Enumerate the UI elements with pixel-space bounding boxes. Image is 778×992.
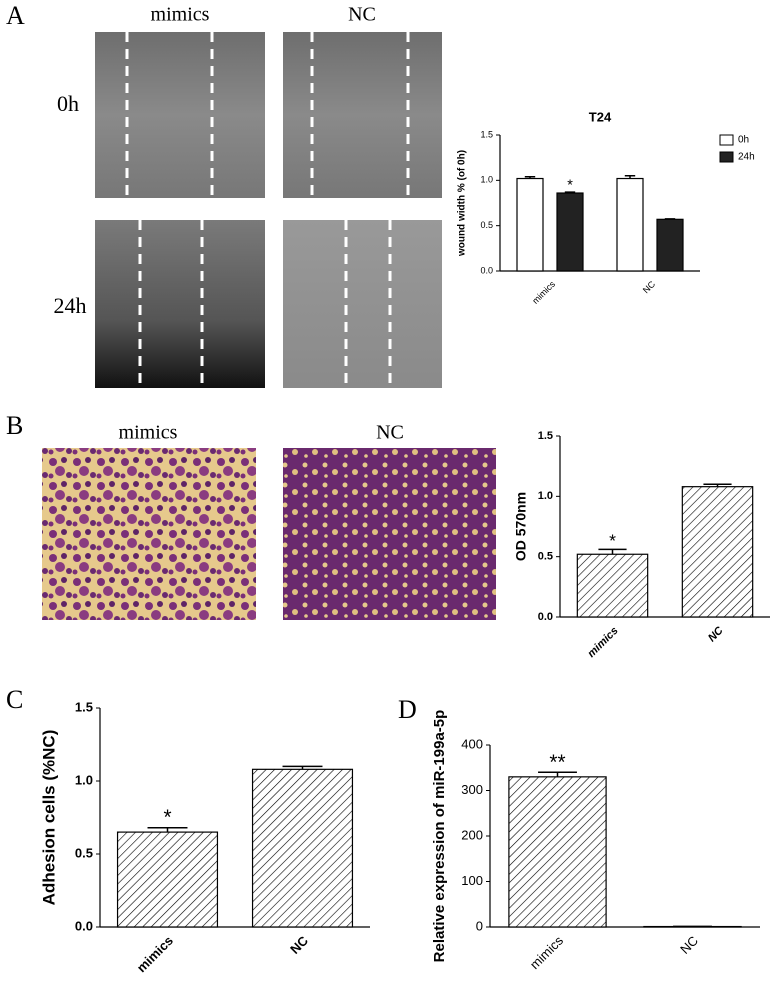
significance-mark: * bbox=[163, 806, 171, 829]
y-tick-label: 0.0 bbox=[538, 611, 553, 623]
legend-swatch bbox=[719, 151, 734, 163]
panel-label: B bbox=[6, 411, 23, 440]
x-tick-label: mimics bbox=[530, 279, 557, 306]
y-tick-label: 0.5 bbox=[480, 220, 493, 230]
x-tick-label: NC bbox=[706, 624, 726, 644]
image-column-label: NC bbox=[376, 422, 404, 444]
y-tick-label: 0.0 bbox=[480, 265, 493, 275]
error-bar bbox=[147, 826, 188, 833]
y-tick-label: 1.5 bbox=[538, 430, 553, 442]
image-column-label: mimics bbox=[151, 4, 210, 26]
y-tick-label: 300 bbox=[461, 782, 483, 797]
legend-swatch bbox=[719, 134, 734, 146]
x-tick-label: NC bbox=[287, 933, 311, 957]
bar bbox=[576, 553, 649, 618]
error-bar bbox=[564, 191, 576, 194]
bar bbox=[251, 768, 354, 928]
y-tick-label: 400 bbox=[461, 736, 483, 751]
y-tick-label: 0.5 bbox=[75, 845, 93, 860]
panel-label: A bbox=[6, 1, 25, 30]
y-axis-label: OD 570nm bbox=[513, 492, 529, 561]
bar bbox=[516, 177, 544, 272]
y-tick-label: 1.0 bbox=[75, 772, 93, 787]
image-column-label: mimics bbox=[119, 422, 178, 444]
image-column-label: NC bbox=[348, 4, 376, 26]
panel-label: D bbox=[398, 695, 417, 724]
image-row-label: 0h bbox=[57, 91, 79, 116]
error-bar bbox=[624, 175, 636, 179]
bar bbox=[681, 486, 754, 618]
y-tick-label: 0 bbox=[476, 918, 483, 933]
bar bbox=[556, 192, 584, 272]
bar bbox=[616, 177, 644, 272]
y-tick-label: 1.0 bbox=[480, 175, 493, 185]
micrographs bbox=[95, 32, 442, 388]
bar bbox=[116, 831, 219, 928]
y-tick-label: 200 bbox=[461, 827, 483, 842]
y-tick-label: 0.5 bbox=[538, 551, 553, 563]
y-tick-label: 0.0 bbox=[75, 918, 93, 933]
significance-mark: * bbox=[567, 177, 573, 193]
panel-label: C bbox=[6, 685, 23, 714]
error-bar bbox=[538, 771, 577, 777]
y-axis-label: Relative expression of miR-199a-5p bbox=[431, 710, 448, 963]
legend-label: 0h bbox=[738, 135, 749, 146]
x-tick-label: NC bbox=[677, 933, 701, 957]
y-axis-label: wound width % (of 0h) bbox=[457, 150, 468, 257]
y-tick-label: 100 bbox=[461, 873, 483, 888]
bar bbox=[656, 218, 684, 272]
chart-title: T24 bbox=[589, 109, 612, 124]
x-tick-label: mimics bbox=[527, 933, 567, 973]
significance-mark: * bbox=[609, 530, 616, 550]
error-bar bbox=[703, 483, 732, 487]
x-tick-label: NC bbox=[641, 279, 658, 296]
legend-label: 24h bbox=[738, 152, 755, 163]
y-axis-label: Adhesion cells (%NC) bbox=[39, 730, 58, 906]
bar bbox=[508, 776, 607, 928]
error-bar bbox=[282, 765, 323, 770]
micrograph bbox=[42, 448, 256, 620]
y-tick-label: 1.0 bbox=[538, 490, 553, 502]
y-tick-label: 1.5 bbox=[480, 129, 493, 139]
image-row-label: 24h bbox=[54, 293, 87, 318]
x-tick-label: mimics bbox=[134, 933, 176, 975]
error-bar bbox=[598, 548, 627, 555]
significance-mark: ** bbox=[549, 751, 565, 774]
error-bar bbox=[524, 175, 536, 179]
x-tick-label: mimics bbox=[585, 625, 620, 660]
micrograph bbox=[283, 448, 496, 620]
y-tick-label: 1.5 bbox=[75, 699, 93, 714]
